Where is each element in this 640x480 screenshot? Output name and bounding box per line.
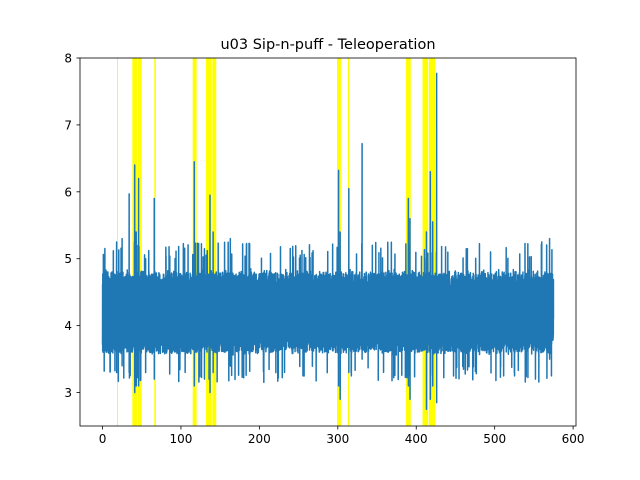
x-tick-label: 100 [169, 432, 192, 446]
y-tick-label: 3 [64, 386, 72, 400]
axes-frame [79, 57, 577, 427]
chart-title: u03 Sip-n-puff - Teleoperation [220, 37, 435, 53]
highlight-region-11 [422, 58, 428, 426]
highlight-region-7 [212, 58, 217, 426]
highlight-region-4 [154, 58, 156, 426]
series-layer [101, 72, 555, 411]
y-tick-label: 4 [64, 319, 72, 333]
series-line [101, 72, 555, 411]
axes-layer: 0 100 200 300 400 500 600 3 4 5 6 7 8 [64, 52, 584, 447]
x-tick-label: 500 [483, 432, 506, 446]
x-tick-label: 600 [562, 432, 585, 446]
highlight-region-6 [206, 58, 212, 426]
highlight-region-1 [117, 58, 119, 426]
x-tick-label: 200 [248, 432, 271, 446]
highlight-region-3 [137, 58, 142, 426]
x-tick-label: 0 [99, 432, 107, 446]
x-tick-label: 400 [405, 432, 428, 446]
y-tick-label: 6 [64, 185, 72, 199]
x-tick-label: 300 [326, 432, 349, 446]
plot-area: 0 100 200 300 400 500 600 3 4 5 6 7 8 [64, 52, 584, 447]
y-tick-label: 7 [64, 118, 72, 132]
y-tick-label: 8 [64, 52, 72, 66]
y-tick-label: 5 [64, 252, 72, 266]
